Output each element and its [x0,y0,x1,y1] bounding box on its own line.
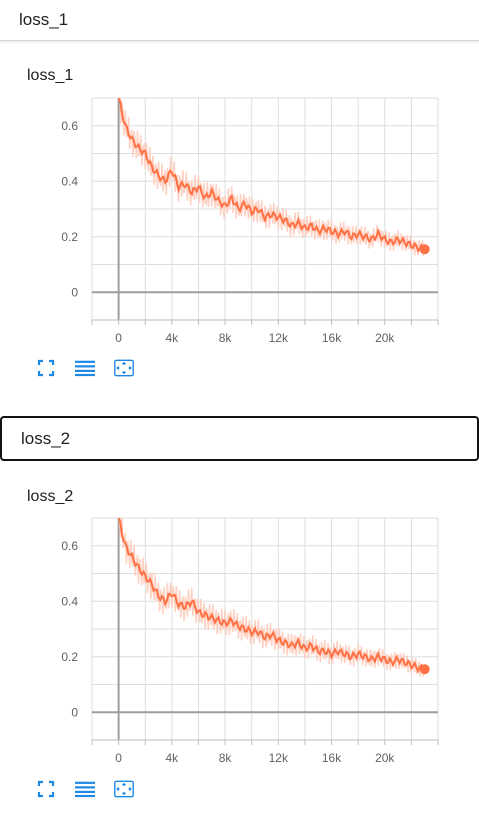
x-tick-label: 8k [219,331,233,345]
x-tick-label: 4k [166,751,180,765]
x-tick-label: 0 [115,751,122,765]
series-0 [118,518,426,677]
raw-series-line [118,98,425,257]
x-tick-label: 8k [219,751,233,765]
x-tick-label: 20k [375,331,395,345]
last-point-marker [419,664,430,675]
y-tick-label: 0.2 [61,230,78,244]
fullscreen-icon[interactable] [36,779,56,799]
y-tick-label: 0.2 [61,650,78,664]
grid [91,517,439,741]
fit-domain-icon[interactable] [114,779,134,799]
loss-1-chart[interactable]: 0 4k 8k 12k 16k 20k 0 0.2 0.4 0.6 [0,0,479,416]
card-title: loss_2 [27,488,74,505]
y-tick-label: 0.6 [61,119,78,133]
section-header-loss-2[interactable]: loss_2 [0,416,479,461]
raw-series-line [118,518,425,677]
section-header-loss-1[interactable]: loss_1 [0,0,479,41]
loss-2-chart[interactable]: 0 4k 8k 12k 16k 20k 0 0.2 0.4 0.6 [0,420,479,828]
y-tick-label: 0.4 [61,594,78,608]
legend-list-icon[interactable] [75,358,95,378]
x-tick-label: 20k [375,751,395,765]
card-title: loss_1 [27,67,74,84]
last-point-marker [419,244,430,255]
x-tick-label: 0 [115,331,122,345]
x-tick-label: 4k [166,331,180,345]
y-tick-label: 0 [71,285,78,299]
smoothed-series-line [117,98,425,254]
x-tick-label: 12k [269,751,289,765]
fit-domain-icon[interactable] [114,358,134,378]
fullscreen-icon[interactable] [36,358,56,378]
x-tick-label: 12k [269,331,289,345]
y-tick-label: 0 [71,705,78,719]
series-0 [117,98,425,257]
y-tick-label: 0.6 [61,539,78,553]
chart-toolbar [36,779,153,799]
smoothed-series-line [118,518,426,674]
x-tick-label: 16k [322,751,342,765]
legend-list-icon[interactable] [75,779,95,799]
section-header-title: loss_1 [19,10,69,29]
x-tick-label: 16k [322,331,342,345]
section-header-title: loss_2 [21,428,71,448]
y-tick-label: 0.4 [61,174,78,188]
chart-toolbar [36,358,153,378]
